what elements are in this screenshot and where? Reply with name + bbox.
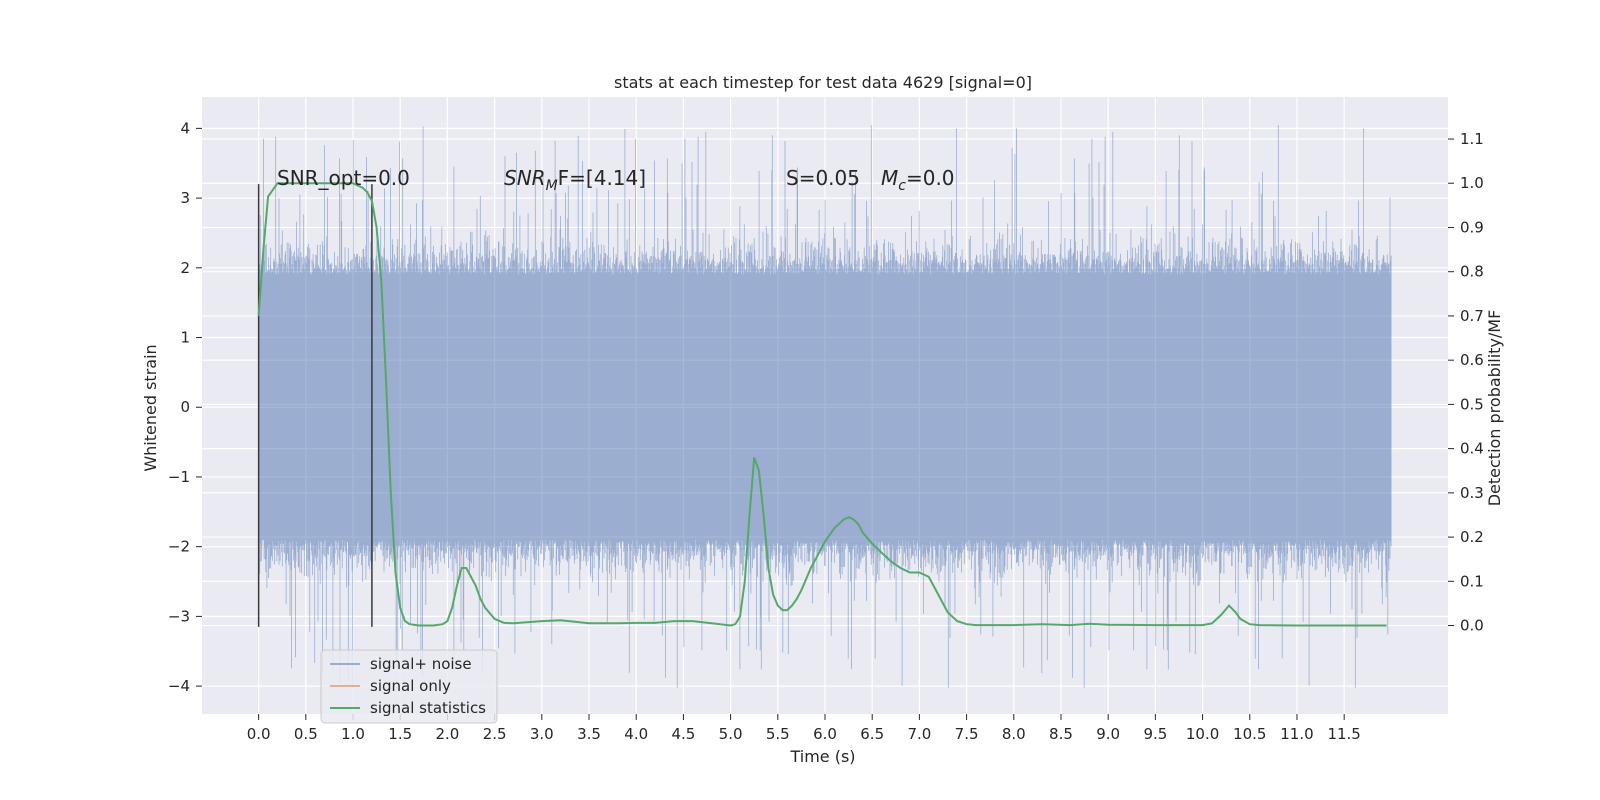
y-tick-label-right: 0.3 <box>1460 484 1484 502</box>
signal-statistics-line <box>257 182 1387 627</box>
y-axis-label-left: Whitened strain <box>141 344 160 471</box>
y-tick-label-left: 3 <box>180 189 190 207</box>
x-tick-label: 6.5 <box>860 725 884 743</box>
x-tick-label: 11.5 <box>1327 725 1360 743</box>
x-axis-ticks: 0.0 0.5 1.0 1.5 2.0 2.5 3.0 3.5 4.0 4.5 5.0 5.5 6.0 6… <box>247 714 1361 743</box>
y-tick-label-left: 2 <box>180 259 190 277</box>
x-tick-label: 9.0 <box>1096 725 1120 743</box>
snr-mf-main: SNR <box>504 166 546 190</box>
signal-statistics-series <box>257 182 1387 627</box>
snr-mf-sub: M <box>546 178 558 194</box>
y-tick-label-right: 0.8 <box>1460 263 1484 281</box>
snr-mf-annotation: SNRMF=[4.14] <box>504 166 646 194</box>
x-tick-label: 5.0 <box>719 725 743 743</box>
x-tick-label: 10.0 <box>1186 725 1219 743</box>
y-tick-label-right: 0.5 <box>1460 395 1484 413</box>
y-tick-label-left: 0 <box>180 398 190 416</box>
y-tick-label-right: 1.1 <box>1460 130 1484 148</box>
right-y-axis-ticks: 1.1 1.0 0.9 0.8 0.7 0.6 0.5 0.4 0.3 0.2 0.1 0.0 <box>1448 130 1484 635</box>
y-tick-label-right: 0.7 <box>1460 307 1484 325</box>
x-tick-label: 9.5 <box>1143 725 1167 743</box>
y-axis-label-right: Detection probability/MF <box>1485 310 1504 507</box>
x-tick-label: 8.5 <box>1049 725 1073 743</box>
y-tick-label-right: 1.0 <box>1460 174 1484 192</box>
x-tick-label: 3.0 <box>530 725 554 743</box>
legend-label-signal-only: signal only <box>370 677 451 695</box>
y-tick-label-right: 0.6 <box>1460 351 1484 369</box>
y-tick-label-right: 0.9 <box>1460 218 1484 236</box>
x-axis-label: Time (s) <box>789 747 855 766</box>
x-tick-label: 4.5 <box>671 725 695 743</box>
y-tick-label-left: −4 <box>168 677 190 695</box>
mc-rest: =0.0 <box>906 166 955 190</box>
legend-label-signal-statistics: signal statistics <box>370 699 486 717</box>
y-tick-label-left: −1 <box>168 468 190 486</box>
x-tick-label: 7.5 <box>955 725 979 743</box>
x-tick-label: 10.5 <box>1233 725 1266 743</box>
x-tick-label: 2.0 <box>435 725 459 743</box>
y-tick-label-left: 1 <box>180 329 190 347</box>
x-tick-label: 3.5 <box>577 725 601 743</box>
mc-sub: c <box>898 178 906 194</box>
x-tick-label: 11.0 <box>1280 725 1313 743</box>
y-tick-label-left: −2 <box>168 538 190 556</box>
snr-mf-rest: F=[4.14] <box>558 166 646 190</box>
x-tick-label: 1.5 <box>388 725 412 743</box>
x-tick-label: 6.0 <box>813 725 837 743</box>
left-y-axis-ticks: 4 3 2 1 0 −1 −2 −3 −4 <box>168 119 202 695</box>
y-tick-label-right: 0.1 <box>1460 572 1484 590</box>
y-tick-label-right: 0.0 <box>1460 617 1484 635</box>
y-tick-label-left: −3 <box>168 607 190 625</box>
mc-annotation: Mc=0.0 <box>881 166 955 194</box>
x-tick-label: 0.5 <box>294 725 318 743</box>
y-tick-label-left: 4 <box>180 119 190 137</box>
legend: signal+ noise signal only signal statist… <box>320 649 498 724</box>
s-stat-annotation: S=0.05 <box>786 166 860 190</box>
y-tick-label-right: 0.2 <box>1460 528 1484 546</box>
x-tick-label: 8.0 <box>1002 725 1026 743</box>
x-tick-label: 2.5 <box>483 725 507 743</box>
x-tick-label: 5.5 <box>766 725 790 743</box>
legend-label-signal-noise: signal+ noise <box>370 655 472 673</box>
chart-title: stats at each timestep for test data 462… <box>614 73 1032 92</box>
snr-opt-annotation: SNR_opt=0.0 <box>277 166 410 190</box>
x-tick-label: 0.0 <box>247 725 271 743</box>
y-tick-label-right: 0.4 <box>1460 440 1484 458</box>
legend-box <box>320 649 498 724</box>
mc-main: M <box>881 166 898 190</box>
x-tick-label: 4.0 <box>624 725 648 743</box>
x-tick-label: 7.0 <box>907 725 931 743</box>
vertical-markers <box>257 184 373 627</box>
x-tick-label: 1.0 <box>341 725 365 743</box>
